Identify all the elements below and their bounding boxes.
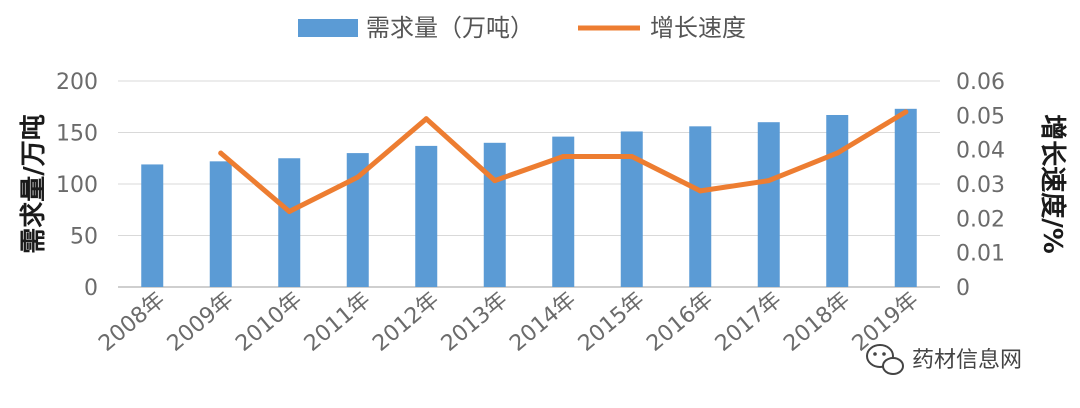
- bar: [415, 145, 438, 287]
- x-tick-label: 2017年: [711, 287, 787, 356]
- x-tick-label: 2008年: [94, 287, 170, 356]
- bar: [346, 153, 369, 287]
- line-point: [903, 109, 909, 115]
- bars: [141, 108, 917, 288]
- line-point: [560, 154, 566, 160]
- wechat-icon: [866, 344, 904, 375]
- y-left-tick-label: 100: [56, 173, 98, 198]
- bar: [209, 161, 232, 287]
- y-left-tick-label: 0: [84, 276, 98, 301]
- y-left-axis-title: 需求量/万吨: [19, 114, 49, 254]
- line-point: [355, 174, 361, 180]
- line-point: [286, 208, 292, 214]
- growth-line-series: [218, 109, 909, 214]
- legend-line-label: 增长速度: [650, 14, 746, 42]
- x-tick-label: 2018年: [779, 287, 855, 356]
- legend-bar-swatch: [298, 19, 358, 37]
- bar: [689, 126, 712, 287]
- bar: [278, 158, 301, 287]
- bar: [483, 142, 506, 287]
- gridlines: [118, 80, 940, 288]
- bar: [141, 164, 164, 287]
- y-right-tick-label: 0.01: [956, 242, 1005, 267]
- x-tick-label: 2009年: [163, 287, 239, 356]
- y-right-tick-label: 0.06: [956, 70, 1005, 95]
- bar: [552, 136, 575, 287]
- y-left-ticks: 0 50 100 150 200: [56, 70, 98, 301]
- x-tick-label: 2010年: [231, 287, 307, 356]
- line-point: [218, 150, 224, 156]
- y-right-tick-label: 0: [956, 276, 970, 301]
- line-point: [697, 188, 703, 194]
- line-point: [629, 154, 635, 160]
- line-point: [492, 178, 498, 184]
- bar: [757, 122, 780, 287]
- y-right-tick-label: 0.02: [956, 207, 1005, 232]
- x-tick-label: 2011年: [300, 287, 376, 356]
- y-left-tick-label: 200: [56, 70, 98, 95]
- watermark-text: 药材信息网: [912, 348, 1022, 373]
- watermark: 药材信息网: [866, 344, 1022, 375]
- y-left-tick-label: 150: [56, 122, 98, 147]
- x-tick-label: 2012年: [368, 287, 444, 356]
- y-right-ticks: 0 0.01 0.02 0.03 0.04 0.05 0.06: [956, 70, 1005, 301]
- bar: [894, 108, 917, 287]
- line-point: [834, 150, 840, 156]
- x-ticks: 2008年2009年2010年2011年2012年2013年2014年2015年…: [94, 287, 923, 356]
- y-right-tick-label: 0.05: [956, 104, 1005, 129]
- bar: [620, 131, 643, 287]
- x-tick-label: 2015年: [574, 287, 650, 356]
- line-point: [766, 178, 772, 184]
- bar: [826, 114, 849, 288]
- x-tick-label: 2013年: [437, 287, 513, 356]
- legend-bar-label: 需求量（万吨）: [366, 14, 534, 42]
- legend: 需求量（万吨） 增长速度: [298, 14, 746, 42]
- line-point: [423, 116, 429, 122]
- y-right-tick-label: 0.04: [956, 139, 1005, 164]
- y-right-axis-title: 增长速度/%: [1037, 114, 1068, 254]
- x-tick-label: 2016年: [642, 287, 718, 356]
- y-left-tick-label: 50: [70, 225, 98, 250]
- y-right-tick-label: 0.03: [956, 173, 1005, 198]
- x-tick-label: 2014年: [505, 287, 581, 356]
